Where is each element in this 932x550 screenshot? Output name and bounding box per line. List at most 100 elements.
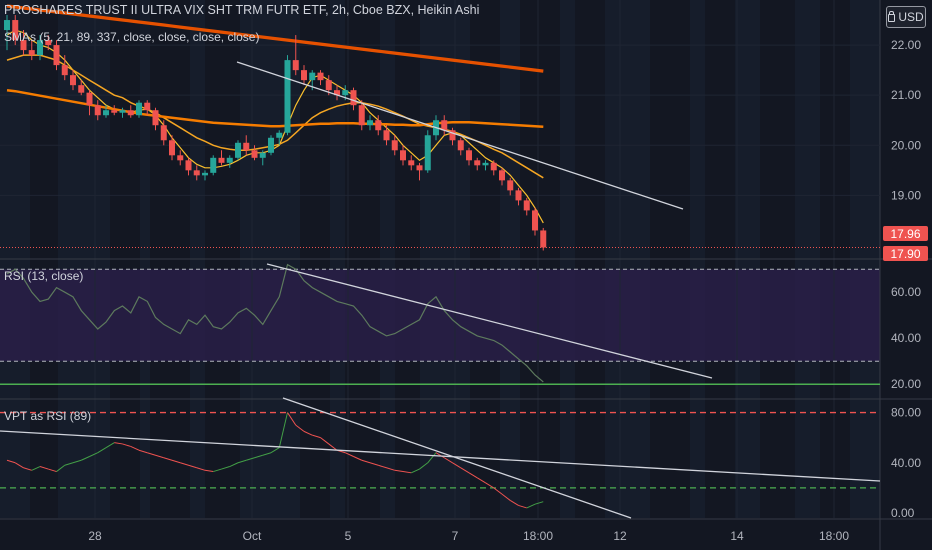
candle-body bbox=[375, 120, 382, 131]
candle bbox=[251, 145, 258, 161]
vpt-segment bbox=[180, 462, 189, 466]
candle bbox=[301, 65, 307, 86]
rsi-tick-label: 60.00 bbox=[891, 285, 921, 299]
vpt-segment bbox=[419, 462, 429, 470]
vpt-segment bbox=[411, 468, 420, 474]
candle bbox=[466, 147, 472, 166]
candle bbox=[70, 70, 76, 91]
vpt-segment bbox=[64, 462, 74, 466]
candle bbox=[86, 90, 93, 116]
candle bbox=[375, 115, 382, 136]
vpt-segment bbox=[262, 452, 272, 456]
candle bbox=[193, 165, 200, 181]
vpt-segment bbox=[147, 452, 156, 456]
sma-legend-label[interactable]: SMAs (5, 21, 89, 337, close, close, clos… bbox=[4, 30, 260, 44]
candle-body bbox=[78, 85, 85, 93]
currency-label: USD bbox=[898, 10, 924, 24]
candle bbox=[350, 87, 357, 111]
vpt-segment bbox=[188, 464, 197, 469]
candle-body bbox=[243, 142, 250, 151]
vpt-trendline-long bbox=[0, 430, 881, 482]
candle-body bbox=[70, 75, 76, 86]
candle-body bbox=[532, 210, 538, 231]
candle bbox=[111, 105, 118, 116]
candle-body bbox=[499, 170, 505, 181]
candle-body bbox=[160, 125, 167, 141]
candle bbox=[78, 80, 85, 96]
candle bbox=[259, 150, 266, 166]
candle bbox=[235, 140, 241, 161]
candle-body bbox=[317, 72, 324, 81]
vpt-legend-label[interactable]: VPT as RSI (89) bbox=[4, 409, 92, 423]
price-tick-label: 21.00 bbox=[891, 88, 921, 102]
vpt-segment bbox=[468, 472, 478, 479]
candle bbox=[160, 120, 167, 146]
candle-body bbox=[259, 152, 266, 158]
candle-body bbox=[325, 80, 332, 91]
candle-body bbox=[482, 162, 489, 166]
candle bbox=[391, 135, 398, 156]
candle-body bbox=[45, 40, 52, 46]
vpt-segment bbox=[287, 412, 297, 426]
candle bbox=[292, 35, 299, 76]
vpt-segment bbox=[56, 464, 66, 472]
vpt-tick-label: 40.00 bbox=[891, 456, 921, 470]
candle bbox=[449, 127, 456, 146]
vpt-segment bbox=[278, 412, 288, 448]
time-tick-label: 12 bbox=[613, 529, 627, 543]
candle bbox=[532, 207, 538, 236]
vpt-segment bbox=[476, 477, 486, 484]
price-pane[interactable] bbox=[0, 4, 880, 251]
candle bbox=[268, 135, 274, 156]
candle bbox=[400, 145, 406, 166]
candle-body bbox=[457, 140, 464, 151]
candle-body bbox=[20, 40, 27, 51]
candle-body bbox=[466, 150, 472, 161]
candle-body bbox=[441, 120, 448, 131]
vpt-segment bbox=[237, 459, 247, 464]
rsi-line bbox=[6, 263, 544, 383]
candle-body bbox=[284, 60, 291, 133]
vpt-segment bbox=[402, 471, 412, 474]
vpt-segment bbox=[526, 503, 536, 509]
candle-body bbox=[342, 90, 349, 96]
rsi-pane[interactable] bbox=[0, 263, 880, 385]
vpt-segment bbox=[312, 434, 321, 439]
candle bbox=[284, 55, 291, 136]
vpt-segment bbox=[328, 443, 338, 451]
time-tick-label: 5 bbox=[345, 529, 352, 543]
candle-body bbox=[367, 120, 373, 126]
vpt-segment bbox=[221, 466, 230, 470]
rsi-band bbox=[0, 269, 880, 362]
candle-body bbox=[235, 142, 241, 158]
vpt-segment bbox=[534, 501, 544, 505]
vpt-segment bbox=[501, 493, 511, 501]
candle-body bbox=[28, 50, 35, 56]
vpt-segment bbox=[303, 430, 313, 436]
candle-body bbox=[185, 160, 192, 171]
vpt-segment bbox=[460, 467, 470, 474]
candle bbox=[416, 162, 423, 181]
candle bbox=[540, 227, 547, 251]
vpt-pane[interactable] bbox=[0, 397, 881, 519]
candle bbox=[358, 100, 365, 131]
candle bbox=[169, 135, 175, 161]
candle-body bbox=[251, 150, 258, 158]
candle-body bbox=[490, 162, 497, 171]
candle bbox=[507, 177, 514, 196]
currency-button[interactable]: USD bbox=[886, 6, 926, 28]
candle bbox=[441, 115, 448, 136]
time-tick-label: 18:00 bbox=[523, 529, 553, 543]
vpt-segment bbox=[369, 462, 379, 466]
candle-body bbox=[408, 160, 415, 166]
time-tick-label: 28 bbox=[88, 529, 102, 543]
vpt-segment bbox=[353, 456, 362, 461]
candle bbox=[490, 160, 497, 176]
candle-body bbox=[416, 165, 423, 171]
time-tick-label: 7 bbox=[452, 529, 459, 543]
rsi-legend-label[interactable]: RSI (13, close) bbox=[4, 269, 84, 283]
rsi-tick-label: 40.00 bbox=[891, 331, 921, 345]
vpt-segment bbox=[163, 457, 173, 461]
candle bbox=[523, 197, 530, 216]
